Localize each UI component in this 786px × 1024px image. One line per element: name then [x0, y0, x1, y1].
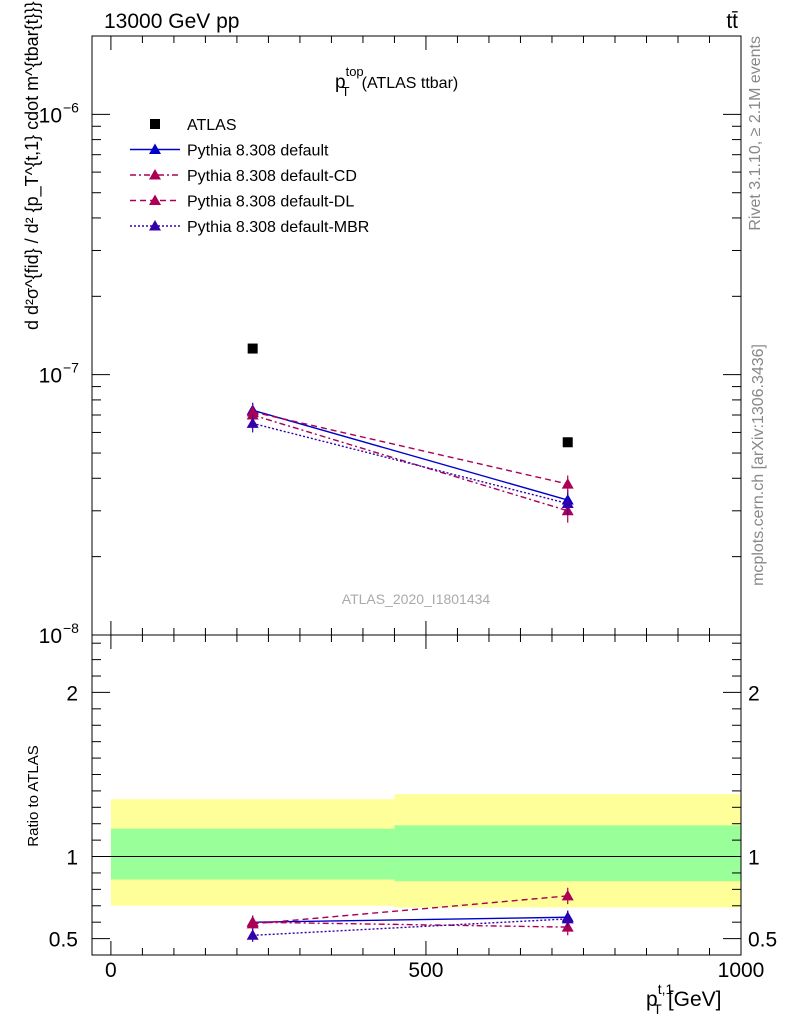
x-tick-label: 0	[105, 959, 117, 982]
plot-title-sup: top	[346, 64, 364, 79]
series-line	[252, 414, 568, 512]
series-4	[246, 415, 574, 515]
legend-item: Pythia 8.308 default-CD	[130, 168, 357, 185]
legend-label: Pythia 8.308 default-DL	[187, 194, 354, 211]
series-line	[252, 409, 568, 501]
legend-marker	[149, 194, 161, 205]
ratio-axes: 0.5 0.5 1 1 2 2 0 500 1000	[49, 634, 777, 982]
xlabel: pt,1 T [GeV]	[646, 981, 722, 1017]
plot-title-sub: T	[342, 84, 350, 99]
ratio-y-tick-label: 0.5	[49, 929, 78, 952]
legend-marker	[149, 220, 161, 231]
ratio-line	[252, 918, 568, 937]
data-point	[561, 478, 574, 489]
data-point	[561, 497, 574, 509]
ratio-y-tick-label-right: 0.5	[748, 929, 777, 952]
ratio-y-tick-label: 2	[66, 682, 78, 705]
legend-item: Pythia 8.308 default-MBR	[130, 219, 369, 236]
ratio-line	[252, 895, 568, 925]
y-tick-label: 10	[39, 625, 62, 648]
legend-item: Pythia 8.308 default	[130, 143, 329, 160]
uncertainty-band-inner	[394, 825, 741, 882]
series-line	[252, 411, 568, 485]
header-left: 13000 GeV pp	[104, 10, 239, 33]
data-point	[246, 405, 259, 417]
ratio-series-3	[246, 910, 574, 942]
legend-label: Pythia 8.308 default-MBR	[187, 219, 369, 236]
legend-marker	[150, 119, 160, 129]
ratio-y-tick-label-right: 1	[748, 847, 760, 870]
ratio-line	[252, 916, 568, 923]
x-tick-label: 500	[408, 959, 443, 982]
legend: ATLAS Pythia 8.308 default Pythia 8.308 de…	[130, 117, 369, 236]
legend-label: ATLAS	[187, 117, 237, 134]
analysis-id: ATLAS_2020_I1801434	[342, 591, 491, 607]
series-3	[246, 404, 574, 494]
y-tick-exp: −6	[63, 99, 79, 115]
legend-label: Pythia 8.308 default	[187, 143, 329, 160]
plot-title-rest: (ATLAS ttbar)	[362, 75, 459, 92]
rivet-label: Rivet 3.1.10, ≥ 2.1M events	[747, 36, 764, 231]
xlabel-sup: t,1	[658, 981, 674, 997]
main-ylabel: d d²σ^{fid} / d² {p_T^{t,1} cdot m^{tbar…	[22, 0, 43, 330]
ratio-y-tick-label-right: 2	[748, 682, 760, 705]
atlas-point	[562, 437, 573, 448]
main-frame-bg	[92, 36, 741, 635]
ratio-point	[246, 917, 259, 929]
xlabel-sub: T	[653, 1001, 662, 1017]
ratio-series-layer	[246, 887, 574, 942]
plot-title-main: p	[335, 72, 346, 93]
main-plot-area	[92, 36, 741, 635]
header-right: tt̄	[726, 10, 738, 33]
uncertainty-band-inner	[110, 828, 395, 880]
data-point	[246, 417, 259, 428]
xlabel-rest: [GeV]	[668, 988, 722, 1011]
main-series-layer	[246, 343, 574, 523]
legend-label: Pythia 8.308 default-CD	[187, 168, 357, 185]
ratio-point	[561, 912, 574, 924]
legend-marker	[149, 143, 161, 154]
ratio-y-tick-label: 1	[66, 847, 78, 870]
plot-title: ptop T (ATLAS ttbar)	[335, 64, 458, 99]
x-tick-label: 1000	[718, 959, 765, 982]
legend-item: Pythia 8.308 default-DL	[130, 194, 354, 211]
ratio-frame	[91, 634, 742, 956]
ratio-plot-area	[92, 635, 741, 955]
atlas-point	[247, 343, 258, 354]
main-ylabel-text: d d²σ^{fid} / d² {p_T^{t,1} cdot m^{tbar…	[22, 0, 43, 330]
mcplots-label: mcplots.cern.ch [arXiv:1306.3436]	[750, 344, 767, 586]
y-tick-label: 10	[39, 104, 62, 127]
ratio-series-2	[246, 887, 574, 931]
y-tick-exp: −7	[63, 360, 79, 376]
ratio-ylabel: Ratio to ATLAS	[25, 745, 42, 846]
legend-item: ATLAS	[150, 117, 237, 134]
ratio-point	[246, 929, 259, 940]
xlabel-main: p	[646, 988, 658, 1011]
y-tick-label: 10	[39, 365, 62, 388]
y-tick-exp: −8	[63, 620, 79, 636]
ratio-point	[561, 889, 574, 901]
series-0	[247, 343, 573, 448]
legend-marker	[149, 169, 161, 180]
ratio-line	[252, 921, 568, 928]
